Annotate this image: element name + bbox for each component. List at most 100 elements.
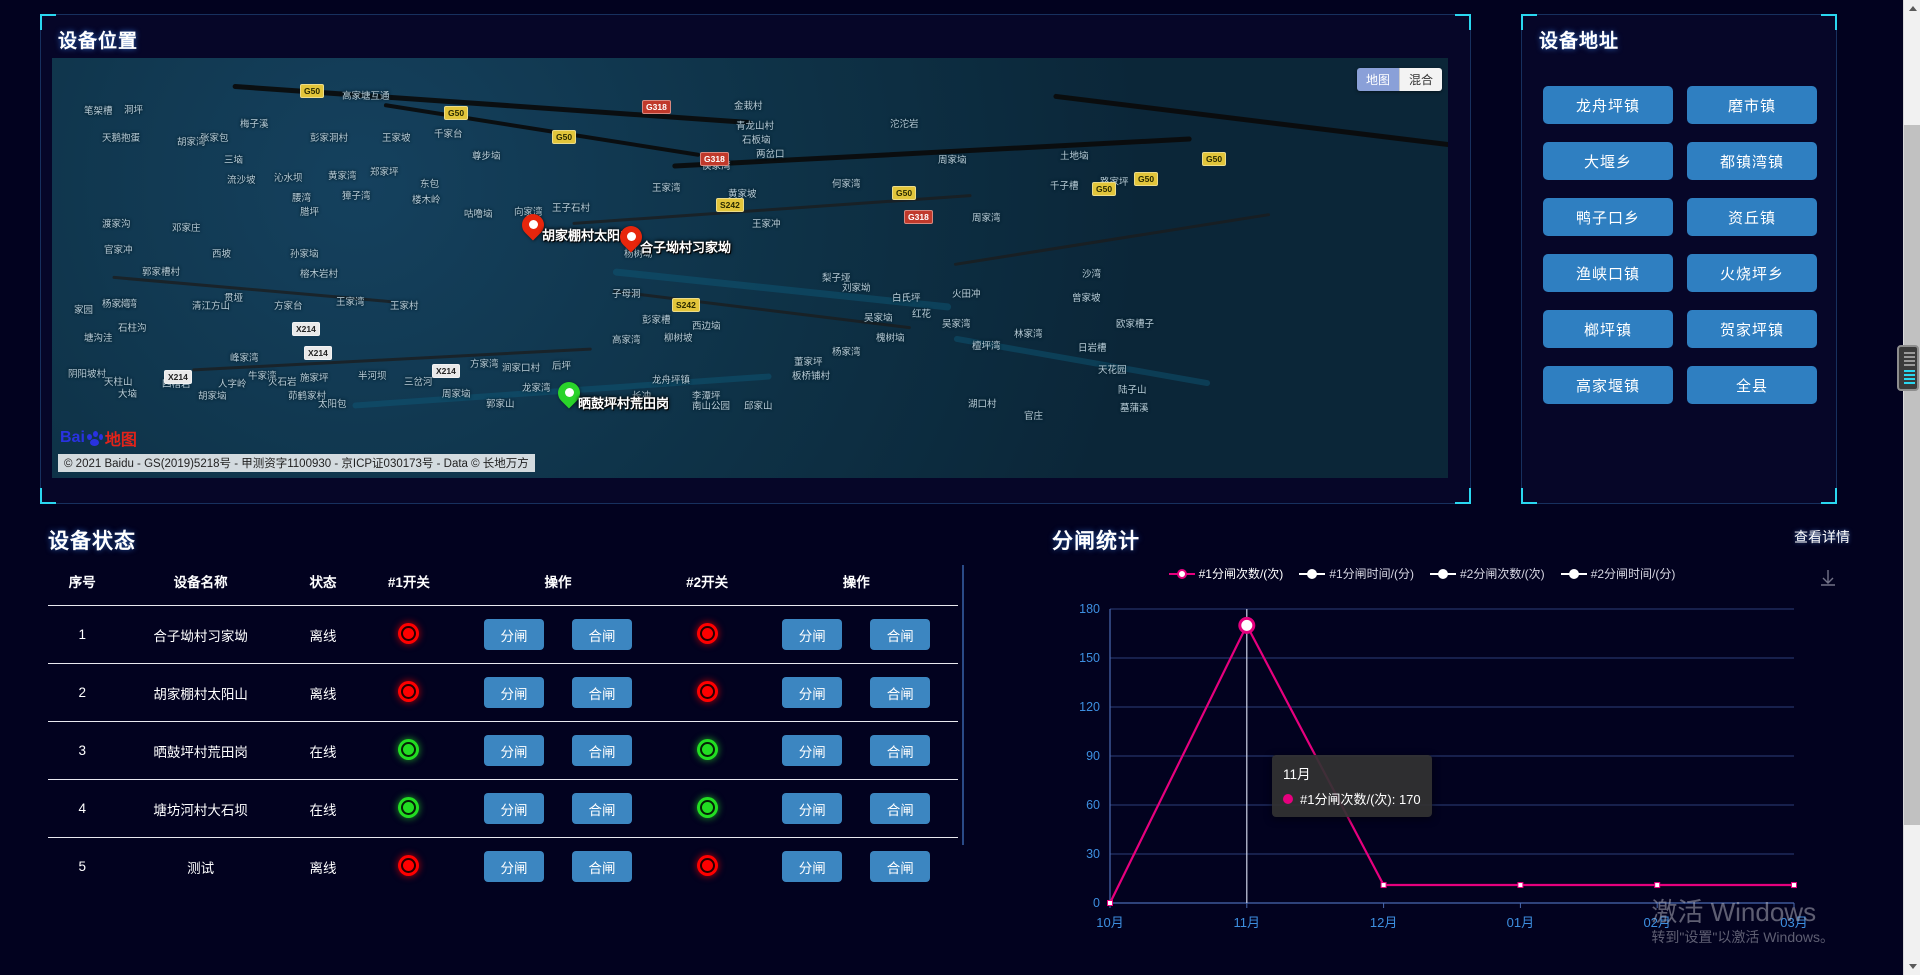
open-switch-button[interactable]: 分闸 (782, 851, 843, 882)
tooltip-series-value: #1分闸次数/(次): 170 (1300, 792, 1421, 807)
address-button-3[interactable]: 大堰乡 (1543, 142, 1673, 180)
switch-1-indicator (361, 664, 456, 722)
address-button-11[interactable]: 高家堰镇 (1543, 366, 1673, 404)
switch-2-op-group: 分闸 合闸 (754, 619, 958, 650)
address-button-4[interactable]: 都镇湾镇 (1687, 142, 1817, 180)
open-switch-button[interactable]: 分闸 (782, 677, 843, 708)
windows-activation-watermark: 激活 Windows 转到"设置"以激活 Windows。 (1651, 897, 1834, 947)
scrollbar-down-arrow[interactable] (1904, 958, 1920, 975)
row-index: 3 (48, 722, 117, 780)
baidu-logo-text: Bai (60, 429, 85, 446)
line-chart-svg: 0 30 60 90 120 150 180 10月 11月 12月 01月 02月 03月 (1079, 602, 1808, 930)
map-place-label: 石柱沟 (118, 323, 147, 334)
close-switch-button[interactable]: 合闸 (870, 619, 931, 650)
switch-1-status-icon (398, 738, 420, 760)
map-place-label: 高家湾 (612, 335, 641, 346)
download-icon[interactable] (1818, 568, 1838, 588)
map-place-label: 周家湾 (972, 213, 1001, 224)
address-button-10[interactable]: 贺家坪镇 (1687, 310, 1817, 348)
close-switch-button[interactable]: 合闸 (571, 619, 632, 650)
map-marker[interactable]: 胡家棚村太阳山 (517, 209, 633, 244)
map-type-hybrid[interactable]: 混合 (1398, 68, 1442, 91)
open-switch-button[interactable]: 分闸 (483, 735, 544, 766)
open-switch-button[interactable]: 分闸 (483, 851, 544, 882)
scrollbar-thumb[interactable] (1904, 125, 1920, 825)
y-tick-label: 180 (1079, 602, 1100, 616)
close-switch-button[interactable]: 合闸 (571, 851, 632, 882)
close-switch-button[interactable]: 合闸 (870, 793, 931, 824)
open-switch-button[interactable]: 分闸 (483, 619, 544, 650)
map-marker[interactable]: 合子坳村习家坳 (615, 221, 731, 256)
address-button-8[interactable]: 火烧坪乡 (1687, 254, 1817, 292)
close-switch-button[interactable]: 合闸 (870, 851, 931, 882)
corner-decoration (40, 488, 56, 504)
switch-2-status-icon (696, 622, 718, 644)
switch-2-status-icon (696, 680, 718, 702)
legend-item-2[interactable]: #1分闸时间/(分) (1299, 565, 1414, 582)
address-button-2[interactable]: 磨市镇 (1687, 86, 1817, 124)
map-place-label: 刘家坳 (842, 283, 871, 294)
x-tick-label: 03月 (1780, 915, 1807, 930)
close-switch-button[interactable]: 合闸 (571, 793, 632, 824)
map-place-label: 石板垴 (742, 135, 771, 146)
map-place-label: 尊步垴 (472, 151, 501, 162)
map-marker[interactable]: 晒鼓坪村荒田岗 (553, 377, 669, 412)
x-tick-label: 12月 (1370, 915, 1397, 930)
map-place-label: 土地垴 (1060, 151, 1089, 162)
map-place-label: 官庄 (1024, 411, 1044, 422)
view-details-link[interactable]: 查看详情 (1794, 529, 1850, 545)
map-type-normal[interactable]: 地图 (1356, 68, 1399, 91)
road-shield-icon: X214 (432, 364, 460, 378)
legend-item-3[interactable]: #2分闸次数/(次) (1430, 565, 1545, 582)
address-button-9[interactable]: 榔坪镇 (1543, 310, 1673, 348)
baidu-logo[interactable]: Bai 地图 (60, 426, 137, 450)
address-button-1[interactable]: 龙舟坪镇 (1543, 86, 1673, 124)
open-switch-button[interactable]: 分闸 (483, 677, 544, 708)
open-switch-button[interactable]: 分闸 (782, 793, 843, 824)
map-place-label: 黄家坡 (728, 189, 757, 200)
address-button-5[interactable]: 鸭子口乡 (1543, 198, 1673, 236)
close-switch-button[interactable]: 合闸 (870, 735, 931, 766)
map-place-label: 牛家湾 (248, 371, 277, 382)
row-index: 4 (48, 780, 117, 838)
open-switch-button[interactable]: 分闸 (483, 793, 544, 824)
switch-2-op-group: 分闸 合闸 (754, 851, 958, 882)
close-switch-button[interactable]: 合闸 (571, 677, 632, 708)
open-switch-button[interactable]: 分闸 (782, 735, 843, 766)
series-point (1791, 882, 1797, 889)
scrollbar-up-arrow[interactable] (1904, 0, 1920, 17)
map-place-label: 彭家槽 (642, 315, 671, 326)
address-button-7[interactable]: 渔峡口镇 (1543, 254, 1673, 292)
tooltip-row: #1分闸次数/(次): 170 (1283, 789, 1421, 808)
map-place-label: 家园 (74, 305, 94, 316)
map-place-label: 沱沱岩 (890, 119, 919, 130)
table-right-divider (962, 565, 964, 845)
address-button-6[interactable]: 资丘镇 (1687, 198, 1817, 236)
baidu-logo-cn: 地图 (104, 432, 137, 449)
map-type-control[interactable]: 地图 混合 (1356, 68, 1442, 91)
map-place-label: 天柱山 (104, 377, 133, 388)
open-switch-button[interactable]: 分闸 (782, 619, 843, 650)
map-place-label: 白氏坪 (892, 293, 921, 304)
chart-legend[interactable]: #1分闸次数/(次) #1分闸时间/(分) #2分闸次数/(次) #2分闸时间/(分) (1052, 565, 1792, 582)
chart-plot-area[interactable]: 0 30 60 90 120 150 180 10月 11月 12月 01月 02月 03月 (1052, 595, 1812, 945)
map-place-label: 天花园 (1098, 365, 1127, 376)
address-button-12[interactable]: 全县 (1687, 366, 1817, 404)
series-point (1107, 900, 1113, 906)
browser-scrollbar[interactable] (1903, 0, 1920, 975)
legend-label: #1分闸次数/(次) (1198, 567, 1284, 581)
switch-2-status-icon (696, 738, 718, 760)
map-pin-dot (528, 219, 538, 229)
legend-item-1[interactable]: #1分闸次数/(次) (1168, 565, 1284, 582)
map-place-label: 四槽岩 (162, 379, 191, 390)
close-switch-button[interactable]: 合闸 (870, 677, 931, 708)
chart-title: 分闸统计 (1052, 530, 1140, 553)
close-switch-button[interactable]: 合闸 (571, 735, 632, 766)
map-place-label: 郭家山 (486, 399, 515, 410)
legend-item-4[interactable]: #2分闸时间/(分) (1560, 565, 1675, 582)
baidu-map[interactable]: 笔架槽 洞坪 天鹅抱蛋 胡家湾 梅子溪 张家包 三垴 彭家洞村 王家坡 千家台 流沙坡 沁水坝 黄家湾 郑… (52, 58, 1448, 478)
table-row: 4 塘坊河村大石坝 在线 分闸 合闸 分闸 合闸 (48, 779, 958, 838)
series-point-hover (1238, 616, 1256, 634)
switch-1-operations: 分闸 合闸 (456, 780, 660, 838)
